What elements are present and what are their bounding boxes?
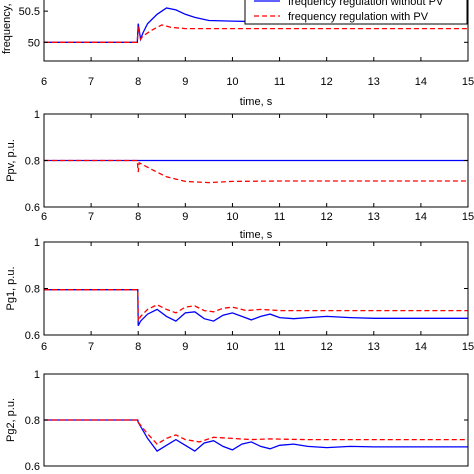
x-tick-label: 14 [415,211,427,223]
series-line-1 [44,289,468,327]
x-tick-label: 10 [226,211,238,223]
chart-panel-1: 6 7 8 9 10 11 12 13 14 15 50 50.5 time, s frequency, … [1,0,474,108]
x-tick-label: 7 [88,211,94,223]
y-tick-label: 0.6 [25,202,40,214]
series-line-2 [44,24,468,43]
x-axis-label: time, s [240,96,273,108]
y-tick-label: 1 [34,109,40,121]
y-axis-label: frequency, Hz [1,0,13,54]
y-axis-label: Ppv, p.u. [5,139,17,182]
series-line-2 [44,419,468,445]
legend-label: frequency regulation without PV [288,0,444,8]
legend-box [244,0,468,25]
x-tick-label: 7 [88,341,94,353]
x-tick-label: 13 [368,76,380,88]
y-tick-label: 50.5 [19,6,40,18]
y-tick-label: 1 [34,369,40,381]
y-tick-label: 0.8 [25,284,40,296]
y-tick-label: 0.6 [25,461,40,473]
y-tick-label: 50 [28,37,40,49]
series-line-1 [44,419,468,452]
x-tick-label: 15 [462,211,474,223]
legend: frequency regulation without PV frequency… [244,0,468,25]
x-tick-label: 12 [321,341,333,353]
x-tick-label: 15 [462,76,474,88]
legend-label: frequency regulation with PV [288,11,429,23]
x-tick-label: 9 [182,211,188,223]
chart-panel-4: 0.6 0.8 1 Pg2, p.u. [5,369,469,473]
x-tick-label: 8 [135,341,141,353]
x-tick-label: 14 [415,76,427,88]
x-tick-label: 11 [274,211,285,223]
y-tick-label: 0.6 [25,330,40,342]
x-tick-label: 9 [182,341,188,353]
plot-frame [43,241,469,336]
x-tick-label: 6 [41,76,47,88]
x-tick-label: 11 [274,341,285,353]
x-tick-label: 11 [274,76,285,88]
x-tick-label: 6 [41,211,47,223]
plot-frame [43,0,469,62]
x-tick-label: 15 [462,341,474,353]
series-line-2 [44,289,468,322]
x-tick-label: 6 [41,341,47,353]
chart-panel-3: 6 7 8 9 10 11 12 13 14 15 0.6 0.8 1 Pg1, p.u. [5,237,474,353]
y-axis-label: Pg1, p.u. [5,266,17,310]
y-tick-label: 1 [34,237,40,249]
x-tick-label: 10 [226,76,238,88]
x-tick-label: 13 [368,341,380,353]
x-axis-label: time, s [240,229,273,241]
x-tick-label: 14 [415,341,427,353]
chart-panel-2: 6 7 8 9 10 11 12 13 14 15 0.6 0.8 1 time, s Ppv, p.u. [5,109,474,241]
y-tick-label: 0.8 [25,415,40,427]
x-tick-label: 12 [321,211,333,223]
series-line-2 [44,159,468,184]
x-tick-label: 12 [321,76,333,88]
x-tick-label: 8 [135,76,141,88]
y-axis-label: Pg2, p.u. [5,398,17,442]
x-tick-label: 7 [88,76,94,88]
x-tick-label: 9 [182,76,188,88]
y-tick-label: 0.8 [25,156,40,168]
x-tick-label: 13 [368,211,380,223]
x-tick-label: 8 [135,211,141,223]
x-tick-label: 10 [226,341,238,353]
